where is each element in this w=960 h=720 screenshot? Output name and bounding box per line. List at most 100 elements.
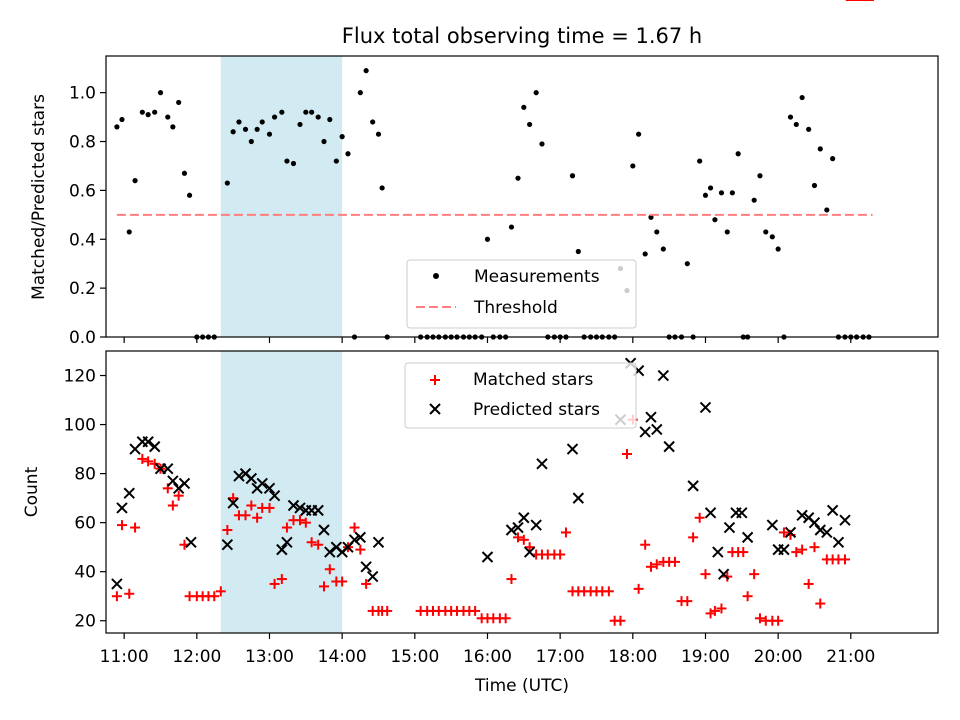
ratio-y-tick-label: 0.6 xyxy=(69,181,96,201)
measurement-point xyxy=(539,141,545,147)
matched-point xyxy=(682,596,693,607)
predicted-point xyxy=(287,499,300,512)
matched-point xyxy=(269,578,280,589)
x-tick-label: 21:00 xyxy=(826,647,875,667)
predicted-point xyxy=(766,519,779,531)
measurement-point xyxy=(527,121,533,128)
predicted-point xyxy=(717,568,730,580)
predicted-point xyxy=(808,516,821,529)
matched-point xyxy=(524,542,535,553)
measurement-point xyxy=(484,236,491,242)
x-tick-label: 16:00 xyxy=(463,647,512,667)
measurement-point xyxy=(729,190,735,196)
measurement-point xyxy=(533,90,539,96)
ratio-panel: 0.0 0.2 0.4 0.6 0.8 1.0 Matched/Predicted sta… xyxy=(29,55,939,348)
measurement-point xyxy=(684,261,690,267)
predicted-point xyxy=(142,436,154,448)
measurement-point xyxy=(375,131,382,137)
predicted-point xyxy=(245,472,258,485)
matched-point xyxy=(215,586,226,597)
measurement-point xyxy=(170,124,176,130)
ratio-y-tick-label: 1.0 xyxy=(69,84,96,104)
measurement-point xyxy=(712,217,718,223)
predicted-point xyxy=(518,512,530,524)
measurement-point xyxy=(248,138,254,145)
matched-point xyxy=(382,605,393,616)
legend-measurements-marker xyxy=(433,273,439,279)
measurement-point xyxy=(357,90,363,96)
matched-point xyxy=(621,448,632,459)
measurement-point xyxy=(254,126,260,132)
measurement-point xyxy=(321,138,327,145)
x-tick-label: 15:00 xyxy=(390,647,439,667)
measurement-point xyxy=(799,94,805,101)
predicted-point xyxy=(704,507,717,519)
measurement-point xyxy=(152,109,158,115)
x-tick-label: 12:00 xyxy=(172,647,221,667)
predicted-point xyxy=(832,536,845,548)
matched-point xyxy=(337,576,348,587)
matched-point xyxy=(264,502,275,513)
measurement-point xyxy=(157,90,164,96)
matched-point xyxy=(306,537,317,548)
measurement-point xyxy=(119,116,125,123)
measurement-point xyxy=(186,192,193,198)
measurement-point xyxy=(648,214,654,220)
x-tick-label: 11:00 xyxy=(100,647,149,667)
legend-predicted-marker xyxy=(429,403,441,415)
predicted-point xyxy=(372,536,385,548)
matched-point xyxy=(839,554,850,565)
predicted-point xyxy=(268,489,281,502)
matched-point xyxy=(228,493,239,504)
matched-point xyxy=(688,532,699,543)
measurement-point xyxy=(569,173,576,179)
matched-point xyxy=(149,458,160,469)
matched-point xyxy=(513,532,524,543)
x-tick-label: 19:00 xyxy=(681,647,730,667)
measurement-points xyxy=(114,68,872,340)
measurement-point xyxy=(165,114,171,120)
predicted-point xyxy=(523,546,536,558)
predicted-point xyxy=(651,423,663,436)
predicted-point xyxy=(512,521,524,534)
matched-point xyxy=(709,605,720,616)
measurement-point xyxy=(132,178,138,184)
matched-point xyxy=(167,500,178,511)
matched-point xyxy=(137,453,148,464)
measurement-point xyxy=(707,185,714,191)
matched-point xyxy=(470,605,481,616)
predicted-point xyxy=(736,507,748,519)
measurement-point xyxy=(521,104,527,110)
ratio-y-tick-label: 0.2 xyxy=(69,279,96,299)
x-tick-label: 17:00 xyxy=(536,647,585,667)
ratio-shaded-span xyxy=(220,56,343,337)
x-axis-label: Time (UTC) xyxy=(474,676,569,696)
ratio-y-tick-label: 0.8 xyxy=(69,133,96,153)
measurement-point xyxy=(309,109,315,115)
matched-point xyxy=(633,583,644,594)
predicted-point xyxy=(663,440,675,453)
predicted-point xyxy=(360,561,372,573)
ratio-y-tick-label: 0.4 xyxy=(69,230,96,250)
legend-matched-marker xyxy=(430,375,440,385)
measurement-point xyxy=(806,126,812,132)
matched-point xyxy=(694,512,705,523)
measurement-point xyxy=(660,246,666,252)
predicted-point xyxy=(712,546,724,558)
measurement-point xyxy=(327,116,333,123)
measurement-point xyxy=(279,109,285,115)
matched-point xyxy=(669,556,680,567)
legend-matched-label: Matched stars xyxy=(473,370,593,390)
x-tick-label: 18:00 xyxy=(608,647,657,667)
matched-point xyxy=(252,512,263,523)
measurement-point xyxy=(284,158,290,164)
matched-point xyxy=(809,542,820,553)
measurement-point xyxy=(817,146,823,152)
matched-point xyxy=(742,591,753,602)
measurement-point xyxy=(230,129,236,135)
measurement-point xyxy=(636,131,642,137)
predicted-point xyxy=(741,531,754,544)
predicted-point xyxy=(821,526,833,539)
matched-point xyxy=(773,615,784,626)
